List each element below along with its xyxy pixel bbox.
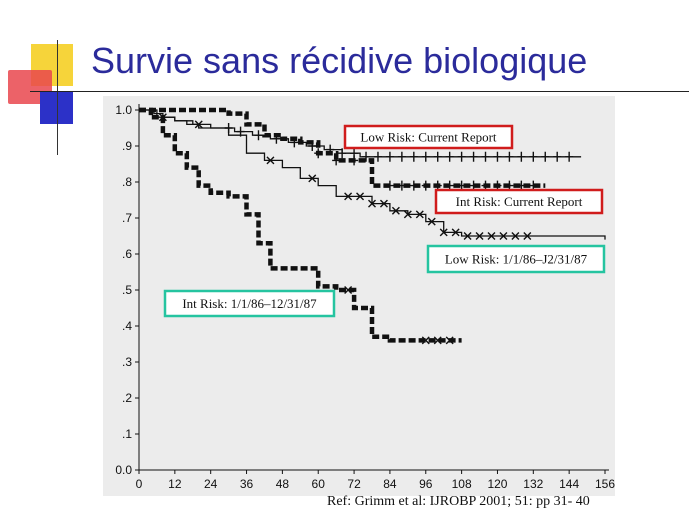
censor-mark <box>308 174 317 183</box>
censor-mark <box>421 180 430 191</box>
censor-mark <box>254 130 263 141</box>
annotation-frame <box>163 289 336 318</box>
y-tick-label: .9 <box>122 139 132 153</box>
annotation-label: Int Risk: 1/1/86‒12/31/87 <box>182 296 317 311</box>
censor-mark <box>397 180 406 191</box>
x-tick-label: 24 <box>204 477 218 491</box>
censor-mark <box>314 148 323 159</box>
x-tick-label: 156 <box>595 477 615 491</box>
y-tick-label: 1.0 <box>115 103 132 117</box>
censor-mark <box>529 151 538 162</box>
censor-mark <box>409 151 418 162</box>
censor-mark <box>391 206 400 215</box>
x-tick-label: 96 <box>419 477 433 491</box>
censor-mark <box>379 199 388 208</box>
censor-mark <box>463 232 472 240</box>
x-tick-label: 48 <box>276 477 290 491</box>
censor-mark <box>523 232 532 240</box>
slide-title: Survie sans récidive biologique <box>91 40 588 81</box>
censor-mark <box>493 151 502 162</box>
censor-mark <box>499 232 508 240</box>
x-tick-label: 12 <box>168 477 182 491</box>
censor-mark <box>487 232 496 240</box>
x-tick-label: 144 <box>559 477 579 491</box>
annotation-box-1: Low Risk: Current Report <box>343 124 514 150</box>
annotation-frame <box>426 244 606 274</box>
y-tick-label: .7 <box>122 211 132 225</box>
censor-mark <box>445 151 454 162</box>
censor-mark <box>338 148 347 159</box>
censor-mark <box>433 336 442 345</box>
y-tick-label: .1 <box>122 427 132 441</box>
censor-mark <box>541 151 550 162</box>
censor-mark <box>457 151 466 162</box>
citation-text: Ref: Grimm et al: IJROBP 2001; 51: pp 31… <box>327 494 590 509</box>
censor-mark <box>194 120 203 129</box>
censor-mark <box>362 151 371 162</box>
censor-mark <box>505 151 514 162</box>
decorative-blue-square <box>40 92 73 124</box>
chart-axes: 1.0 .9 .8 .7 .6 .5 .4 .3 .2 .1 0.0 0 12 24 36 48 60 72 84 9… <box>115 103 615 491</box>
annotation-box-3: Low Risk: 1/1/86–J2/31/87 <box>426 244 606 274</box>
chart-series <box>139 107 606 345</box>
x-tick-label: 132 <box>523 477 543 491</box>
y-tick-label: .8 <box>122 175 132 189</box>
censor-mark <box>421 151 430 162</box>
censor-mark <box>421 336 430 345</box>
censor-mark <box>350 155 359 166</box>
x-tick-label: 60 <box>312 477 326 491</box>
censor-mark <box>332 155 341 166</box>
decorative-vertical-line <box>57 40 58 155</box>
x-tick-label: 36 <box>240 477 254 491</box>
censor-mark <box>344 286 353 294</box>
censor-mark <box>415 210 424 219</box>
censor-mark <box>469 151 478 162</box>
censor-mark <box>385 180 394 191</box>
series-4-curve <box>139 107 462 343</box>
censor-mark <box>344 192 353 201</box>
censor-mark <box>517 151 526 162</box>
censor-mark <box>409 180 418 191</box>
censor-mark <box>433 151 442 162</box>
annotation-label: Int Risk: Current Report <box>456 194 583 209</box>
censor-mark <box>565 151 574 162</box>
censor-mark <box>403 210 412 219</box>
y-tick-label: .2 <box>122 391 132 405</box>
annotation-frame <box>343 124 514 150</box>
decorative-horizontal-line <box>30 91 689 92</box>
annotation-box-2: Int Risk: Current Report <box>434 188 604 215</box>
x-tick-label: 108 <box>452 477 472 491</box>
annotation-label: Low Risk: 1/1/86–J2/31/87 <box>445 252 588 267</box>
censor-mark <box>553 151 562 162</box>
y-tick-label: .4 <box>122 319 132 333</box>
y-tick-label: 0.0 <box>115 463 132 477</box>
censor-mark <box>475 232 484 240</box>
censor-mark <box>427 217 436 226</box>
censor-mark <box>368 199 376 208</box>
chart-annotations: Low Risk: Current Report Int Risk: Curren… <box>163 124 606 318</box>
censor-mark <box>356 192 365 201</box>
censor-mark <box>397 151 406 162</box>
censor-mark <box>511 232 520 240</box>
censor-mark <box>439 228 448 237</box>
series-3-curve <box>139 109 606 240</box>
censor-mark <box>385 151 394 162</box>
annotation-frame <box>434 188 604 215</box>
x-tick-label: 0 <box>136 477 143 491</box>
y-tick-label: .6 <box>122 247 132 261</box>
censor-mark <box>451 228 460 237</box>
annotation-box-4: Int Risk: 1/1/86‒12/31/87 <box>163 289 336 318</box>
x-tick-label: 120 <box>487 477 507 491</box>
y-tick-label: .3 <box>122 355 132 369</box>
censor-mark <box>266 156 275 165</box>
x-tick-label: 84 <box>383 477 397 491</box>
censor-mark <box>445 336 454 345</box>
y-tick-label: .5 <box>122 283 132 297</box>
censor-mark <box>373 151 382 162</box>
censor-mark <box>481 151 490 162</box>
annotation-label: Low Risk: Current Report <box>360 130 497 145</box>
x-tick-label: 72 <box>347 477 361 491</box>
